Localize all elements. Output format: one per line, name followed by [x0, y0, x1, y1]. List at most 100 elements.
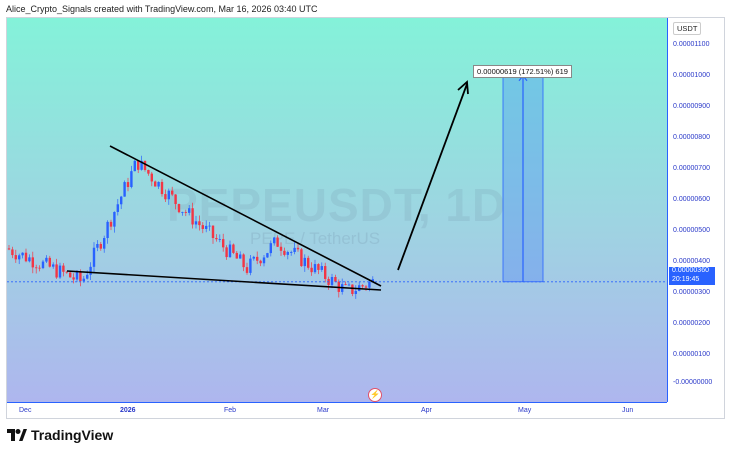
candle-body	[205, 225, 208, 229]
time-tick: Feb	[224, 407, 237, 414]
breakout-arrowhead	[457, 80, 469, 95]
price-tick: 0.00000700	[673, 165, 710, 172]
candle-body	[368, 282, 371, 288]
candle-body	[113, 211, 116, 227]
candle-body	[7, 248, 11, 250]
candle-body	[116, 204, 119, 212]
candle-body	[137, 160, 140, 170]
candle-body	[222, 239, 225, 248]
candle-body	[286, 252, 289, 255]
candle-body	[120, 196, 123, 205]
candle-body	[235, 252, 238, 259]
candle-body	[89, 266, 92, 275]
candle-body	[344, 284, 347, 285]
candle-body	[164, 194, 167, 200]
candle-body	[276, 237, 279, 247]
candle-body	[239, 254, 242, 259]
candle-body	[361, 285, 364, 287]
candle-body	[330, 277, 334, 285]
candle-body	[259, 260, 262, 264]
tradingview-wordmark: TradingView	[31, 427, 114, 443]
candles	[7, 155, 374, 299]
candle-body	[245, 267, 249, 273]
candle-body	[14, 255, 17, 260]
tradingview-logo[interactable]: TradingView	[7, 427, 113, 443]
candle-body	[279, 246, 283, 251]
price-tick: 0.00000900	[673, 103, 710, 110]
candle-body	[82, 278, 85, 282]
price-axis[interactable]	[667, 18, 724, 402]
candle-body	[252, 256, 255, 259]
price-tick: 0.00001100	[673, 41, 710, 48]
candle-body	[266, 253, 269, 258]
candle-body	[18, 255, 21, 260]
lower-trendline	[66, 270, 382, 291]
pair-watermark: PEPE / TetherUS	[250, 229, 381, 248]
last-price-badge: 0.00000360 20:19:45	[669, 267, 715, 285]
candle-body	[130, 171, 133, 188]
candle-body	[307, 257, 310, 268]
candle-body	[72, 277, 75, 280]
time-tick: Jun	[622, 407, 634, 414]
price-tick: 0.00000500	[673, 227, 710, 234]
lightning-icon[interactable]: ⚡	[368, 388, 382, 402]
candle-body	[249, 258, 252, 273]
candle-body	[188, 208, 191, 213]
candle-body	[99, 244, 102, 249]
time-tick: Mar	[317, 407, 330, 414]
candle-body	[211, 225, 215, 238]
candle-body	[218, 239, 221, 240]
candle-body	[11, 249, 14, 256]
breakout-arrow	[397, 83, 468, 271]
candle-body	[31, 257, 34, 268]
time-tick: 2026	[120, 407, 136, 414]
chart-overlay	[7, 74, 667, 299]
candle-body	[154, 181, 157, 187]
time-axis[interactable]	[7, 402, 667, 418]
currency-label[interactable]: USDT	[673, 22, 702, 35]
price-tick: -0.00000000	[673, 379, 713, 386]
tradingview-logo-icon	[7, 429, 27, 441]
candle-body	[184, 211, 187, 213]
candle-body	[194, 221, 198, 225]
candle-body	[371, 279, 374, 283]
candle-body	[171, 190, 174, 195]
candle-body	[296, 247, 300, 250]
candle-body	[21, 252, 24, 256]
candle-body	[48, 257, 51, 267]
candle-body	[177, 204, 181, 213]
candle-body	[242, 254, 245, 268]
last-price-value: 0.00000360	[672, 267, 709, 274]
candle-body	[69, 272, 72, 278]
price-tick: 0.00001000	[673, 72, 710, 79]
chart-caption: Alice_Crypto_Signals created with Tradin…	[6, 4, 318, 14]
candle-body	[351, 284, 354, 295]
candle-body	[290, 252, 293, 253]
candle-body	[300, 249, 303, 267]
price-tick: 0.00000100	[673, 351, 710, 358]
candle-body	[103, 238, 106, 249]
candle-body	[52, 264, 55, 267]
candle-body	[58, 265, 62, 278]
candle-body	[157, 181, 160, 187]
candle-body	[201, 225, 204, 229]
candle-body	[198, 221, 201, 226]
candle-body	[347, 284, 351, 286]
candle-body	[133, 160, 136, 172]
time-tick: Apr	[421, 407, 432, 414]
candle-body	[45, 257, 48, 262]
candle-body	[62, 265, 65, 272]
price-tick: 0.00000400	[673, 258, 710, 265]
candle-body	[143, 160, 147, 170]
chart-container[interactable]: PEPEUSDT, 1D PEPE / TetherUS 0.00000619 …	[6, 17, 725, 419]
candle-body	[324, 266, 327, 279]
candle-body	[28, 257, 31, 262]
candle-body	[256, 256, 259, 261]
price-tick: 0.00000300	[673, 289, 710, 296]
candle-body	[317, 264, 320, 270]
candle-body	[191, 208, 194, 225]
candle-body	[38, 267, 41, 269]
candle-body	[310, 267, 313, 273]
candle-body	[320, 266, 323, 270]
candle-body	[232, 244, 235, 253]
